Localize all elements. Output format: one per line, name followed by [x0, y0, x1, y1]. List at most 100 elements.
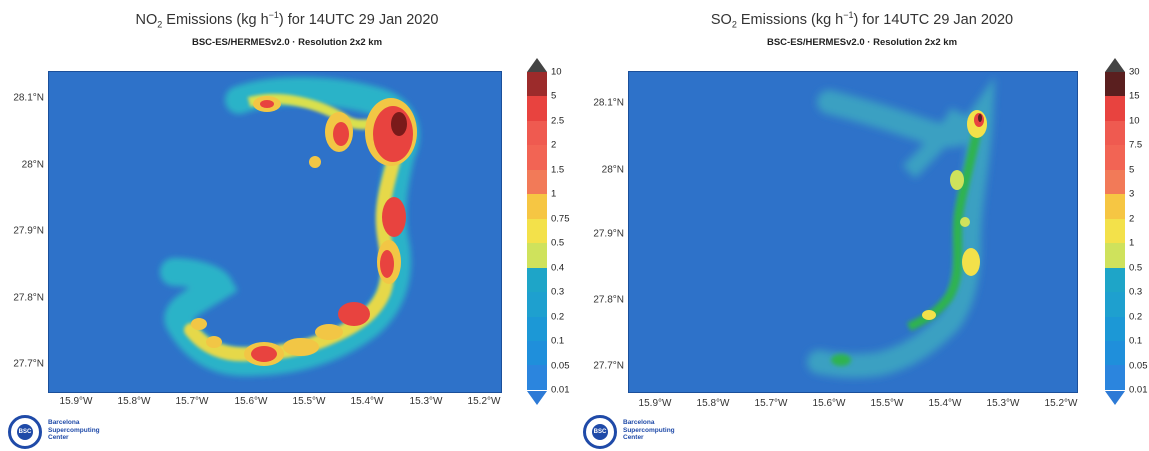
- colorbar-tick-label: 30: [1129, 66, 1140, 78]
- colorbar-tick-label: 0.5: [1129, 262, 1143, 274]
- colorbar-segment: [527, 194, 547, 219]
- y-tick-label: 27.7°N: [13, 358, 44, 370]
- y-tick-label: 27.9°N: [13, 225, 44, 237]
- colorbar-tick-label: 7.5: [1129, 139, 1143, 151]
- x-tick-label: 15.6°W: [234, 396, 268, 407]
- colorbar-segment: [1105, 169, 1125, 195]
- colorbar-tick-label: 15: [1129, 90, 1140, 102]
- colorbar-segment: [527, 316, 547, 341]
- so2-map-subtitle: BSC-ES/HERMESv2.0 · Resolution 2x2 km: [766, 37, 958, 48]
- title-species: NO: [135, 11, 158, 28]
- colorbar-tick-label: 0.2: [551, 311, 565, 323]
- bsc-logo-mark: BSC: [583, 415, 617, 449]
- colorbar-tick-label: 0.5: [551, 237, 565, 249]
- colorbar-segment: [1105, 96, 1125, 121]
- colorbar-tick-label: 0.05: [551, 360, 570, 372]
- colorbar-min-arrow: [527, 391, 547, 405]
- x-tick-label: 15.8°W: [117, 396, 151, 407]
- x-tick-label: 15.3°W: [409, 396, 443, 407]
- x-tick-label: 15.7°W: [175, 396, 209, 407]
- emission-hotspots: [191, 96, 417, 366]
- x-tick-label: 15.6°W: [812, 398, 846, 409]
- colorbar-tick-label: 10: [1129, 115, 1140, 127]
- colorbar-min-arrow: [1105, 391, 1125, 405]
- colorbar-segment: [1105, 267, 1125, 293]
- y-tick-label: 27.8°N: [593, 294, 624, 306]
- colorbar-max-arrow: [1105, 58, 1125, 72]
- so2-map-title: SO2 Emissions (kg h−1) for 14UTC 29 Jan …: [575, 10, 1149, 30]
- colorbar-segment: [527, 120, 547, 146]
- title-subscript: 2: [157, 19, 163, 30]
- colorbar-tick-label: 0.05: [1129, 360, 1148, 372]
- colorbar-tick-label: 0.1: [1129, 335, 1143, 347]
- colorbar-segment: [527, 169, 547, 195]
- colorbar-max-arrow: [527, 58, 547, 72]
- colorbar-segment: [527, 243, 547, 268]
- colorbar-segment: [1105, 243, 1125, 268]
- colorbar-tick-label: 0.01: [551, 384, 570, 396]
- colorbar-tick-label: 2: [551, 139, 557, 151]
- colorbar-segment: [1105, 120, 1125, 146]
- x-tick-label: 15.4°W: [928, 398, 962, 409]
- colorbar-segment: [1105, 194, 1125, 219]
- title-species: SO: [710, 11, 732, 28]
- colorbar-segment: [1105, 365, 1125, 390]
- no2-panel: NO2 Emissions (kg h−1) for 14UTC 29 Jan …: [0, 0, 574, 451]
- colorbar-segment: [527, 145, 547, 170]
- y-tick-label: 28°N: [21, 159, 44, 171]
- colorbar-segment: [527, 340, 547, 366]
- y-tick-label: 27.8°N: [13, 292, 44, 304]
- title-unit: Emissions (kg h: [736, 11, 844, 28]
- colorbar-tick-label: 0.3: [1129, 286, 1143, 298]
- colorbar-tick-label: 5: [551, 90, 557, 102]
- title-rest: ) for 14UTC 29 Jan 2020: [278, 11, 439, 28]
- title-rest: ) for 14UTC 29 Jan 2020: [853, 11, 1014, 28]
- colorbar-tick-label: 0.2: [1129, 311, 1143, 323]
- y-tick-label: 28.1°N: [13, 92, 44, 104]
- colorbar-tick-label: 1: [551, 188, 557, 200]
- x-tick-label: 15.3°W: [986, 398, 1020, 409]
- colorbar-tick-label: 0.4: [551, 262, 565, 274]
- y-tick-label: 27.9°N: [593, 228, 624, 240]
- x-tick-label: 15.7°W: [754, 398, 788, 409]
- y-tick-label: 27.7°N: [593, 360, 624, 372]
- no2-map-title: NO2 Emissions (kg h−1) for 14UTC 29 Jan …: [0, 10, 574, 30]
- colorbar-tick-label: 10: [551, 66, 562, 78]
- no2-emission-field: [49, 72, 501, 392]
- bsc-logo-text: Barcelona Supercomputing Center: [623, 419, 675, 441]
- island-outline-halo: [807, 76, 995, 378]
- colorbar-segment: [1105, 316, 1125, 341]
- colorbar-segment: [1105, 218, 1125, 244]
- colorbar-segment: [1105, 72, 1125, 97]
- colorbar-tick-label: 2: [1129, 213, 1135, 225]
- x-tick-label: 15.5°W: [292, 396, 326, 407]
- x-tick-label: 15.8°W: [696, 398, 730, 409]
- so2-emission-field: [629, 72, 1077, 392]
- colorbar-segment: [527, 72, 547, 97]
- so2-emission-map: [628, 71, 1078, 393]
- colorbar-tick-label: 0.3: [551, 286, 565, 298]
- x-tick-label: 15.5°W: [870, 398, 904, 409]
- colorbar-segment: [527, 218, 547, 244]
- no2-colorbar: [527, 72, 547, 390]
- colorbar-segment: [1105, 340, 1125, 366]
- colorbar-segment: [527, 96, 547, 121]
- colorbar-tick-label: 5: [1129, 164, 1135, 176]
- colorbar-tick-label: 0.1: [551, 335, 565, 347]
- x-tick-label: 15.9°W: [59, 396, 93, 407]
- colorbar-tick-label: 0.01: [1129, 384, 1148, 396]
- y-tick-label: 28.1°N: [593, 97, 624, 109]
- x-tick-label: 15.9°W: [638, 398, 672, 409]
- colorbar-tick-label: 0.75: [551, 213, 570, 225]
- colorbar-segment: [527, 267, 547, 293]
- title-subscript: 2: [731, 19, 737, 30]
- colorbar-tick-label: 2.5: [551, 115, 565, 127]
- colorbar-segment: [527, 292, 547, 317]
- bsc-logo-mark: BSC: [8, 415, 42, 449]
- no2-emission-map: [48, 71, 502, 393]
- colorbar-segment: [527, 365, 547, 390]
- so2-colorbar: [1105, 72, 1125, 390]
- title-exponent: −1: [268, 10, 279, 20]
- so2-panel: SO2 Emissions (kg h−1) for 14UTC 29 Jan …: [575, 0, 1149, 451]
- colorbar-tick-label: 1: [1129, 237, 1135, 249]
